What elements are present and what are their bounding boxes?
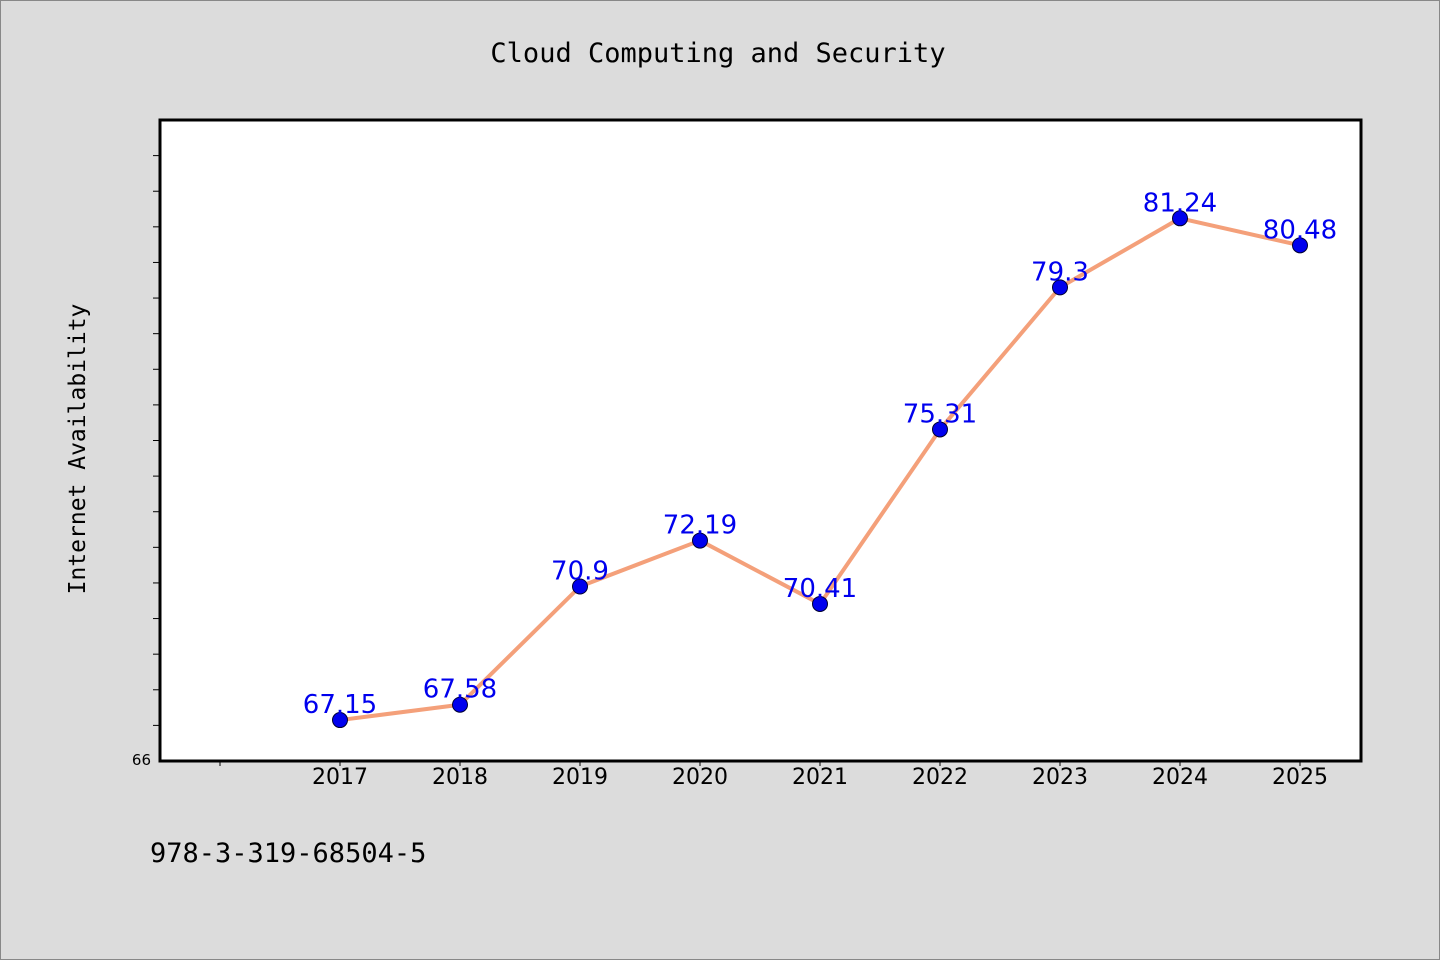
data-point-marker bbox=[1172, 210, 1188, 227]
isbn-footnote: 978-3-319-68504-5 bbox=[150, 838, 426, 869]
data-point-marker bbox=[692, 532, 708, 549]
data-point-marker bbox=[1292, 237, 1308, 254]
data-point-label: 70.41 bbox=[783, 574, 857, 604]
x-tick-label: 2024 bbox=[1152, 765, 1208, 790]
y-axis-label: Internet Availability bbox=[65, 304, 91, 595]
y-tick-label: 66 bbox=[132, 751, 151, 769]
axis-ticks: 2017 2018 2019 2020 2021 2022 2023 2024 2025 bbox=[153, 155, 1328, 790]
plot-area bbox=[158, 118, 1363, 763]
data-point-label: 80.48 bbox=[1263, 215, 1337, 245]
data-point-label: 75.31 bbox=[903, 399, 977, 429]
data-point-marker bbox=[812, 595, 828, 612]
data-point-marker bbox=[332, 712, 348, 729]
x-tick-label: 2018 bbox=[432, 765, 488, 790]
x-tick-label: 2017 bbox=[312, 765, 368, 790]
data-point-label: 70.9 bbox=[551, 557, 609, 587]
x-tick-label: 2019 bbox=[552, 765, 608, 790]
data-point-label: 79.3 bbox=[1031, 257, 1089, 287]
x-tick-label: 2022 bbox=[912, 765, 968, 790]
data-markers bbox=[332, 210, 1308, 729]
data-point-marker bbox=[572, 578, 588, 595]
data-point-label: 72.19 bbox=[663, 511, 737, 541]
x-tick-label: 2025 bbox=[1272, 765, 1328, 790]
chart-title: Cloud Computing and Security bbox=[490, 38, 945, 69]
x-tick-label: 2020 bbox=[672, 765, 728, 790]
x-tick-label: 2021 bbox=[792, 765, 848, 790]
data-point-label: 67.58 bbox=[423, 675, 497, 705]
data-point-marker bbox=[452, 696, 468, 713]
data-point-label: 81.24 bbox=[1143, 188, 1217, 218]
data-point-marker bbox=[932, 421, 948, 438]
data-point-marker bbox=[1052, 279, 1068, 296]
data-point-label: 67.15 bbox=[303, 690, 377, 720]
x-tick-label: 2023 bbox=[1032, 765, 1088, 790]
data-labels: 67.15 67.58 70.9 72.19 70.41 75.31 79.3 81.24 80… bbox=[303, 188, 1337, 720]
